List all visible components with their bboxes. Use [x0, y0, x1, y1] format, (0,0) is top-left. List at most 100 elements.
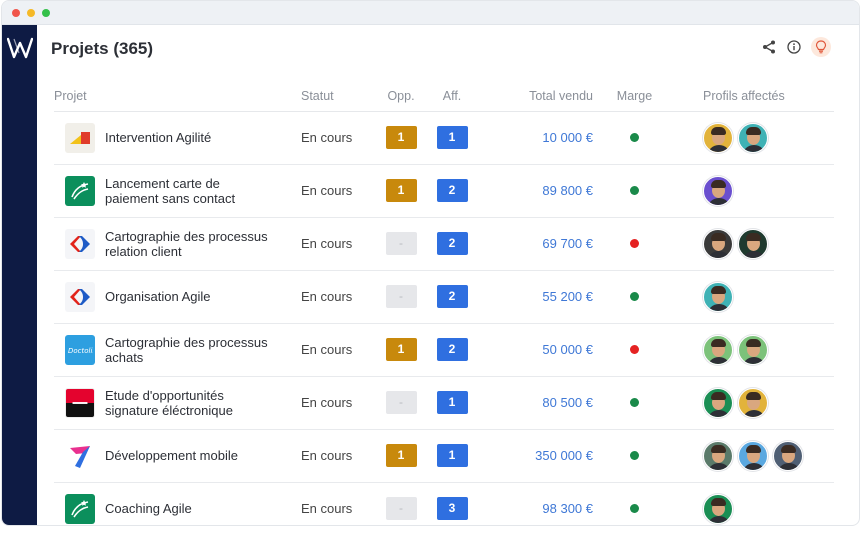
marge-cell: [595, 270, 674, 323]
project-name[interactable]: Etude d'opportunités signature éléctroni…: [105, 387, 233, 418]
avatar[interactable]: [703, 493, 733, 524]
project-cell: Lancement carte de paiement sans contact: [54, 164, 301, 217]
opp-cell: 1: [373, 323, 429, 376]
status-text: En cours: [301, 395, 353, 410]
header-marge[interactable]: Marge: [616, 89, 653, 103]
project-name[interactable]: Organisation Agile: [105, 289, 211, 304]
header-projet[interactable]: Projet: [54, 89, 87, 103]
avatar[interactable]: [703, 440, 733, 471]
header-opp[interactable]: Opp.: [387, 89, 415, 103]
table-row[interactable]: Organisation Agile En cours -2 55 200 €: [54, 270, 834, 323]
total-vendu: 55 200 €: [542, 289, 593, 304]
status-text: En cours: [301, 236, 353, 251]
profils-cell: [674, 323, 834, 376]
total-vendu: 98 300 €: [542, 501, 593, 516]
avatar-group: [703, 281, 834, 312]
avatar[interactable]: [703, 334, 733, 365]
avatar[interactable]: [703, 387, 733, 418]
opp-badge[interactable]: -: [385, 232, 417, 255]
profils-cell: [674, 429, 834, 482]
window-minimize-button[interactable]: [27, 8, 35, 17]
opp-badge[interactable]: 1: [385, 338, 417, 361]
project-cell: Etude d'opportunités signature éléctroni…: [54, 376, 301, 429]
marge-status-dot: [630, 292, 639, 301]
window-close-button[interactable]: [12, 8, 20, 17]
total-vendu: 69 700 €: [542, 236, 593, 251]
profils-cell: [674, 376, 834, 429]
aff-badge[interactable]: 2: [436, 285, 468, 308]
aff-badge[interactable]: 2: [436, 232, 468, 255]
aff-cell: 1: [429, 376, 475, 429]
main-content: Projets (365): [37, 25, 859, 525]
aff-badge[interactable]: 2: [436, 338, 468, 361]
profils-cell: [674, 270, 834, 323]
opp-cell: -: [373, 270, 429, 323]
aff-badge[interactable]: 2: [436, 179, 468, 202]
aff-cell: 3: [429, 482, 475, 525]
header-total-vendu[interactable]: Total vendu: [529, 89, 593, 103]
marge-cell: [595, 482, 674, 525]
header-profils[interactable]: Profils affectés: [703, 89, 785, 103]
project-cell: Intervention Agilité: [54, 111, 301, 164]
avatar[interactable]: [738, 440, 768, 471]
table-header-row: Projet Statut Opp. Aff. Total vendu Marg…: [54, 87, 834, 111]
avatar[interactable]: [738, 122, 768, 153]
avatar[interactable]: [738, 387, 768, 418]
aff-badge[interactable]: 3: [436, 497, 468, 520]
carrefour-logo: [65, 281, 95, 312]
project-cell: Doctolib Cartographie des processus achat…: [54, 323, 301, 376]
aff-badge[interactable]: 1: [436, 444, 468, 467]
table-row[interactable]: Etude d'opportunités signature éléctroni…: [54, 376, 834, 429]
aff-cell: 2: [429, 164, 475, 217]
aff-badge[interactable]: 1: [436, 126, 468, 149]
table-row[interactable]: Lancement carte de paiement sans contact…: [54, 164, 834, 217]
total-vendu: 10 000 €: [542, 130, 593, 145]
aff-badge[interactable]: 1: [436, 391, 468, 414]
status-text: En cours: [301, 448, 353, 463]
opp-badge[interactable]: -: [385, 497, 417, 520]
project-name[interactable]: Cartographie des processus achats: [105, 334, 268, 365]
profils-cell: [674, 482, 834, 525]
opp-badge[interactable]: -: [385, 391, 417, 414]
avatar[interactable]: [703, 122, 733, 153]
project-name[interactable]: Cartographie des processus relation clie…: [105, 228, 268, 259]
avatar[interactable]: [738, 228, 768, 259]
avatar[interactable]: [703, 228, 733, 259]
avatar-group: [703, 228, 834, 259]
aff-cell: 2: [429, 323, 475, 376]
window-maximize-button[interactable]: [42, 8, 50, 17]
avatar-group: [703, 334, 834, 365]
share-icon[interactable]: [761, 39, 777, 55]
info-icon[interactable]: [786, 39, 802, 55]
table-row[interactable]: Doctolib Cartographie des processus achat…: [54, 323, 834, 376]
avatar[interactable]: [703, 175, 733, 206]
marge-cell: [595, 111, 674, 164]
opp-badge[interactable]: 1: [385, 179, 417, 202]
total-vendu: 80 500 €: [542, 395, 593, 410]
project-name[interactable]: Lancement carte de paiement sans contact: [105, 175, 236, 206]
avatar-group: [703, 122, 834, 153]
profils-cell: [674, 164, 834, 217]
project-name[interactable]: Développement mobile: [105, 448, 238, 463]
status-text: En cours: [301, 342, 353, 357]
project-name[interactable]: Intervention Agilité: [105, 130, 212, 145]
table-row[interactable]: Coaching Agile En cours -3 98 300 €: [54, 482, 834, 525]
header-aff[interactable]: Aff.: [442, 89, 462, 103]
header-statut[interactable]: Statut: [301, 89, 334, 103]
table-row[interactable]: Intervention Agilité En cours 1 1 10 000 €: [54, 111, 834, 164]
table-row[interactable]: Développement mobile En cours 1 1 350 000 €: [54, 429, 834, 482]
aff-cell: 1: [429, 111, 475, 164]
avatar[interactable]: [738, 334, 768, 365]
opp-badge[interactable]: -: [385, 285, 417, 308]
w-logo-icon[interactable]: [6, 37, 33, 59]
avatar[interactable]: [703, 281, 733, 312]
opp-cell: -: [373, 376, 429, 429]
table-row[interactable]: Cartographie des processus relation clie…: [54, 217, 834, 270]
project-name[interactable]: Coaching Agile: [105, 501, 192, 516]
opp-badge[interactable]: 1: [385, 126, 417, 149]
lightbulb-icon[interactable]: [811, 37, 831, 57]
opp-badge[interactable]: 1: [385, 444, 417, 467]
avatar[interactable]: [773, 440, 803, 471]
marge-cell: [595, 376, 674, 429]
